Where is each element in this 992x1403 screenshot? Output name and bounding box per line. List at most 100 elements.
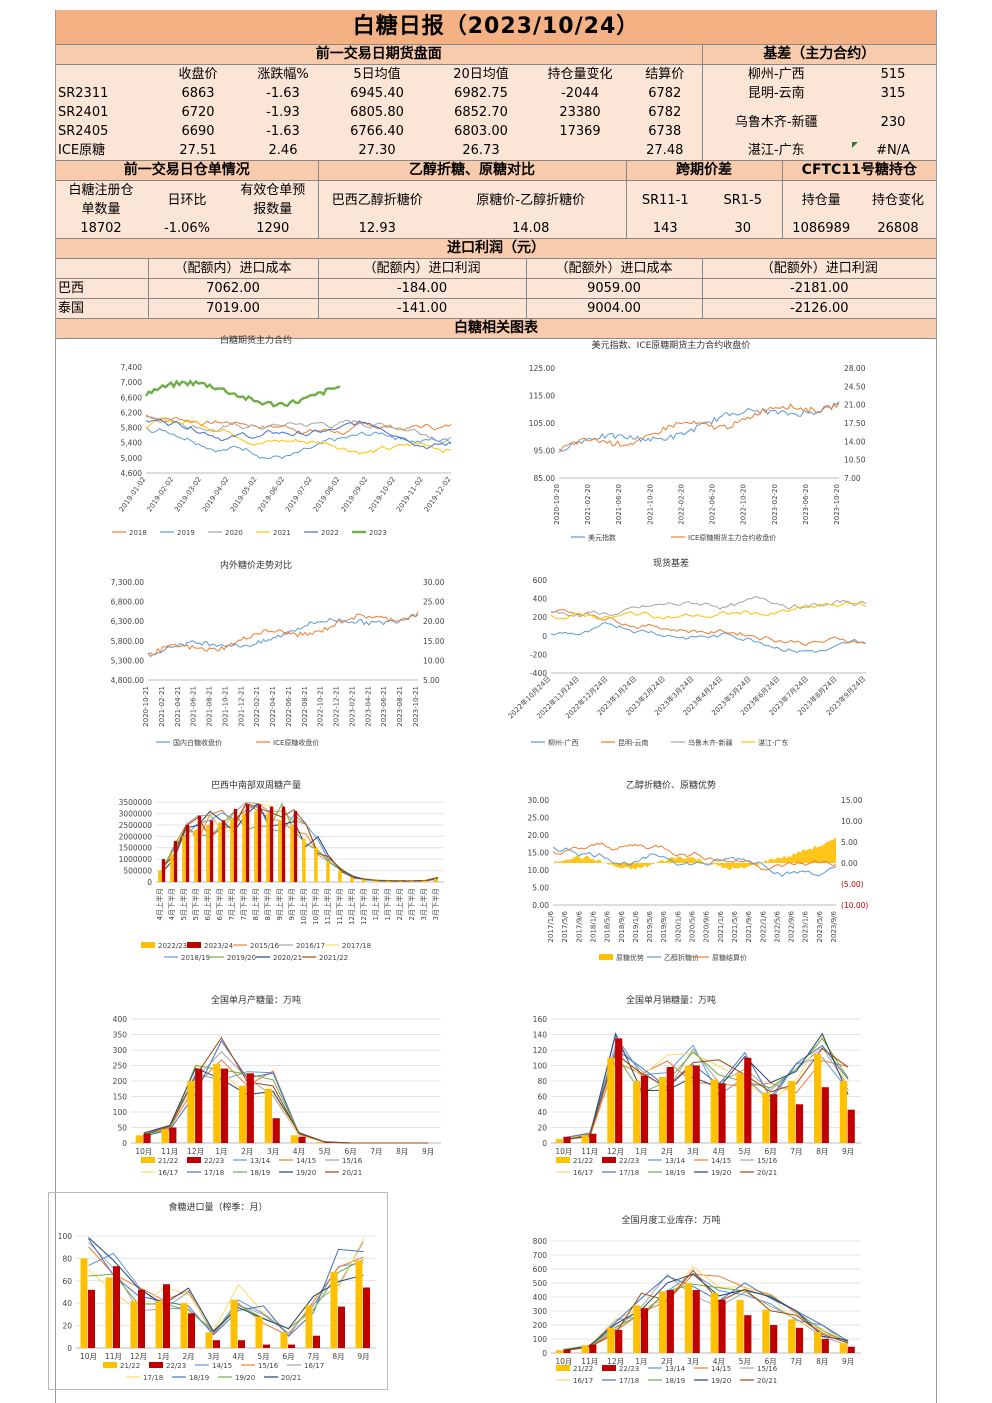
legend-item: 原糖优势 — [599, 953, 644, 962]
series-line — [88, 1241, 364, 1336]
y-tick-label: 6,600 — [121, 393, 143, 402]
bar — [213, 1340, 220, 1348]
y2-tick-label: 30.00 — [423, 578, 445, 587]
legend-label: 16/17 — [573, 1377, 593, 1385]
bar — [847, 1109, 855, 1143]
y-tick-label: 500000 — [123, 867, 152, 876]
bar — [736, 1073, 744, 1144]
legend-item: 原糖结算价 — [695, 953, 747, 962]
bar — [187, 1081, 195, 1143]
bar — [221, 820, 226, 882]
x-tick-label: 2020/1/6 — [674, 910, 682, 942]
legend-label: 17/18 — [619, 1377, 639, 1385]
bar — [155, 1301, 163, 1348]
legend-label: 21/22 — [158, 1157, 178, 1165]
y-tick-label: 7,300.00 — [111, 578, 145, 587]
cell: 6805.80 — [350, 105, 404, 120]
cell: 6945.40 — [350, 86, 404, 101]
bar — [205, 1332, 213, 1348]
legend-item: 2019 — [160, 529, 195, 537]
y2-tick-label: (5.00) — [841, 880, 864, 889]
y2-tick-label: 15.00 — [423, 637, 445, 646]
y-tick-label: 4,600 — [121, 469, 143, 478]
bar — [254, 811, 258, 882]
legend-label: 20/21 — [342, 1169, 362, 1177]
legend-label: 2016/17 — [296, 942, 325, 950]
bar — [788, 1319, 796, 1353]
c1-chart: 白糖期货主力合约 7,400 7,000 6,600 6,200 5,800 5,400 5,… — [112, 334, 453, 537]
x-tick-label: 2023-06-21 — [380, 686, 388, 727]
y-tick-label: -200 — [530, 650, 547, 659]
c2-chart: 美元指数、ICE原糖期货主力合约收盘价 125.00 115.00 105.00 95.… — [529, 339, 866, 542]
series-line — [563, 1266, 849, 1352]
x-tick-label: 1月 — [635, 1357, 647, 1366]
x-tick-label: 2022-10-20 — [740, 484, 748, 525]
y-tick-label: 300 — [113, 1046, 128, 1055]
bar — [374, 880, 378, 882]
legend-item: 17/18 — [187, 1169, 224, 1177]
legend-label: 18/19 — [665, 1377, 685, 1385]
cell — [532, 141, 628, 160]
y-tick-label: 500 — [533, 1279, 548, 1288]
bar — [266, 813, 270, 882]
legend-item: 2023/24 — [187, 942, 234, 950]
y-tick-label: 600 — [533, 576, 548, 585]
legend-item: 18/19 — [233, 1169, 270, 1177]
bar — [314, 847, 318, 882]
x-tick-label: 2月上半月 — [395, 888, 404, 920]
bar — [847, 1346, 855, 1353]
bar — [242, 813, 246, 882]
bar — [640, 1075, 649, 1143]
legend-label: 2021/22 — [319, 954, 348, 962]
y-tick-label: 200 — [113, 1077, 128, 1086]
x-tick-label: 6月 — [282, 1352, 294, 1361]
legend-item: 柳州-广西 — [531, 738, 579, 747]
summary-table: 白糖日报（2023/10/24） 前一交易日期货盘面 基差（主力合约） 收盘价 … — [56, 10, 937, 160]
bar — [398, 881, 402, 882]
series-line — [550, 621, 867, 653]
x-tick-label: 10月 — [80, 1352, 97, 1361]
chart-title: 全国单月产糖量：万吨 — [211, 994, 301, 1006]
y-tick-label: 0 — [542, 632, 547, 641]
x-tick-label: 9月 — [842, 1147, 854, 1156]
y-tick-label: 5,400 — [121, 439, 143, 448]
x-tick-label: 2021-06-21 — [190, 686, 198, 727]
cell: 9004.00 — [525, 298, 702, 319]
legend-item: 2023 — [352, 529, 387, 537]
basis-name: 湛江-广东 — [701, 141, 850, 160]
chart-title: 食糖进口量（榨季：月） — [168, 1201, 267, 1213]
legend-label: 21/22 — [120, 1362, 140, 1370]
bar — [230, 1299, 238, 1348]
x-tick-label: 8月 — [816, 1357, 828, 1366]
legend-item: 乙醇折糖价 — [647, 953, 699, 962]
y-tick-label: 25.00 — [528, 814, 550, 823]
chart-title: 美元指数、ICE原糖期货主力合约收盘价 — [592, 339, 751, 351]
legend-label: 乙醇折糖价 — [664, 953, 699, 962]
bar — [302, 838, 306, 882]
legend-label: 20/21 — [757, 1377, 777, 1385]
x-tick-label: 3月下半月 — [431, 888, 440, 920]
series-line — [145, 417, 452, 455]
bar — [581, 1135, 589, 1144]
bar — [422, 880, 426, 882]
cell: 6803.00 — [454, 124, 508, 139]
y2-tick-label: 15.00 — [841, 796, 863, 805]
x-tick-label: 2月下半月 — [407, 888, 416, 920]
y-tick-label: 7,400 — [121, 363, 143, 372]
legend-label: 14/15 — [711, 1157, 731, 1165]
series-line — [88, 1252, 364, 1335]
c9-chart: 食糖进口量（榨季：月） 100 80 60 40 20 0 10月 11月 12月 1月 2月 3月 4月… — [48, 1192, 388, 1390]
y-tick-label: 7,000 — [121, 378, 143, 387]
cell: 7019.00 — [147, 298, 318, 319]
table-row: SR2401 6720 -1.93 6805.80 6852.70 23380 … — [56, 103, 937, 141]
legend-label: 2020/21 — [273, 954, 302, 962]
x-tick-label: 7月下半月 — [239, 888, 248, 920]
y-tick-label: 20 — [62, 1322, 72, 1331]
cell: -2044 — [561, 86, 599, 101]
bar — [795, 1327, 804, 1353]
bar — [710, 1079, 718, 1143]
legend-item: 湛江-广东 — [741, 738, 789, 747]
legend-label: 20/21 — [281, 1374, 301, 1382]
bar — [718, 1083, 726, 1143]
y2-tick-label: 0.00 — [841, 859, 858, 868]
